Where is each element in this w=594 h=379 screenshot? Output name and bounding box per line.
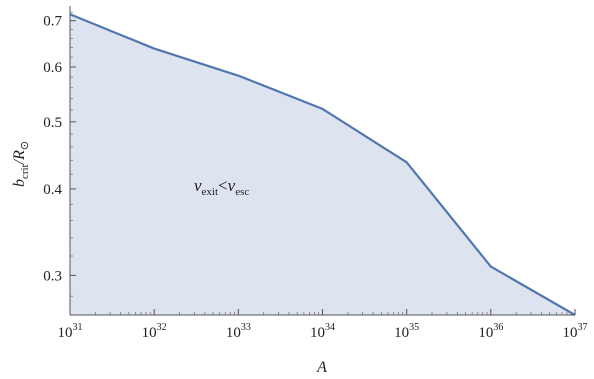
region-annotation: vexit<vesc — [194, 176, 249, 198]
y-axis-title: bcrit/R⊙ — [11, 141, 31, 187]
plot-area — [69, 13, 576, 316]
x-tick-label: 1033 — [226, 322, 251, 341]
x-axis-title: A — [316, 359, 327, 376]
x-tick-label: 1035 — [394, 322, 419, 341]
y-tick-label: 0.7 — [43, 14, 62, 30]
y-tick-label: 0.5 — [43, 115, 62, 131]
y-tick-label: 0.3 — [43, 268, 62, 284]
x-tick-label: 1036 — [478, 322, 503, 341]
shaded-region — [70, 14, 575, 315]
x-tick-label: 1032 — [142, 322, 167, 341]
y-tick-label: 0.4 — [43, 182, 62, 198]
ticks: 1031 1032 1033 1034 1035 1036 1037 0.3 0.4 0.5 0.6… — [43, 11, 588, 341]
x-tick-label: 1034 — [310, 322, 335, 341]
x-tick-label: 1031 — [58, 322, 83, 341]
y-tick-label: 0.6 — [43, 60, 62, 76]
x-tick-label: 1037 — [563, 322, 588, 341]
